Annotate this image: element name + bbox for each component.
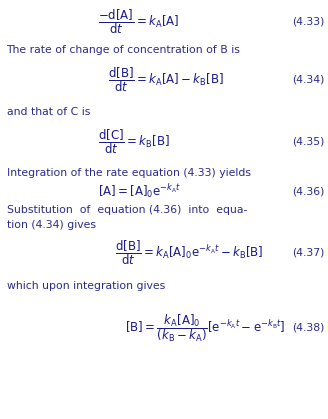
Text: (4.38): (4.38)	[292, 323, 325, 333]
Text: $\mathrm{[B]} = \dfrac{k_{\mathrm{A}}\mathrm{[A]}_0}{(k_{\mathrm{B}} - k_{\mathr: $\mathrm{[B]} = \dfrac{k_{\mathrm{A}}\ma…	[125, 312, 285, 344]
Text: (4.33): (4.33)	[292, 17, 325, 27]
Text: The rate of change of concentration of B is: The rate of change of concentration of B…	[7, 45, 240, 55]
Text: and that of C is: and that of C is	[7, 107, 90, 117]
Text: $\dfrac{\mathrm{d[B]}}{\mathrm{d}t} = k_{\mathrm{A}}\mathrm{[A]} - k_{\mathrm{B}: $\dfrac{\mathrm{d[B]}}{\mathrm{d}t} = k_…	[108, 65, 224, 94]
Text: $\mathrm{[A]} = \mathrm{[A]}_0\mathrm{e}^{-k_{\mathrm{A}}t}$: $\mathrm{[A]} = \mathrm{[A]}_0\mathrm{e}…	[98, 183, 182, 200]
Text: (4.37): (4.37)	[292, 248, 325, 258]
Text: $\dfrac{\mathrm{d[B]}}{\mathrm{d}t} = k_{\mathrm{A}}\mathrm{[A]}_0\mathrm{e}^{-k: $\dfrac{\mathrm{d[B]}}{\mathrm{d}t} = k_…	[115, 238, 263, 267]
Text: (4.35): (4.35)	[292, 136, 325, 146]
Text: $\dfrac{\mathrm{d[C]}}{\mathrm{d}t} = k_{\mathrm{B}}\mathrm{[B]}$: $\dfrac{\mathrm{d[C]}}{\mathrm{d}t} = k_…	[98, 127, 170, 155]
Text: Integration of the rate equation (4.33) yields: Integration of the rate equation (4.33) …	[7, 168, 251, 178]
Text: tion (4.34) gives: tion (4.34) gives	[7, 220, 95, 230]
Text: which upon integration gives: which upon integration gives	[7, 281, 165, 291]
Text: (4.34): (4.34)	[292, 75, 325, 85]
Text: (4.36): (4.36)	[292, 186, 325, 197]
Text: $\dfrac{-\mathrm{d[A]}}{\mathrm{d}t} = k_{\mathrm{A}}\mathrm{[A]}$: $\dfrac{-\mathrm{d[A]}}{\mathrm{d}t} = k…	[98, 8, 180, 36]
Text: Substitution  of  equation (4.36)  into  equa-: Substitution of equation (4.36) into equ…	[7, 205, 247, 215]
